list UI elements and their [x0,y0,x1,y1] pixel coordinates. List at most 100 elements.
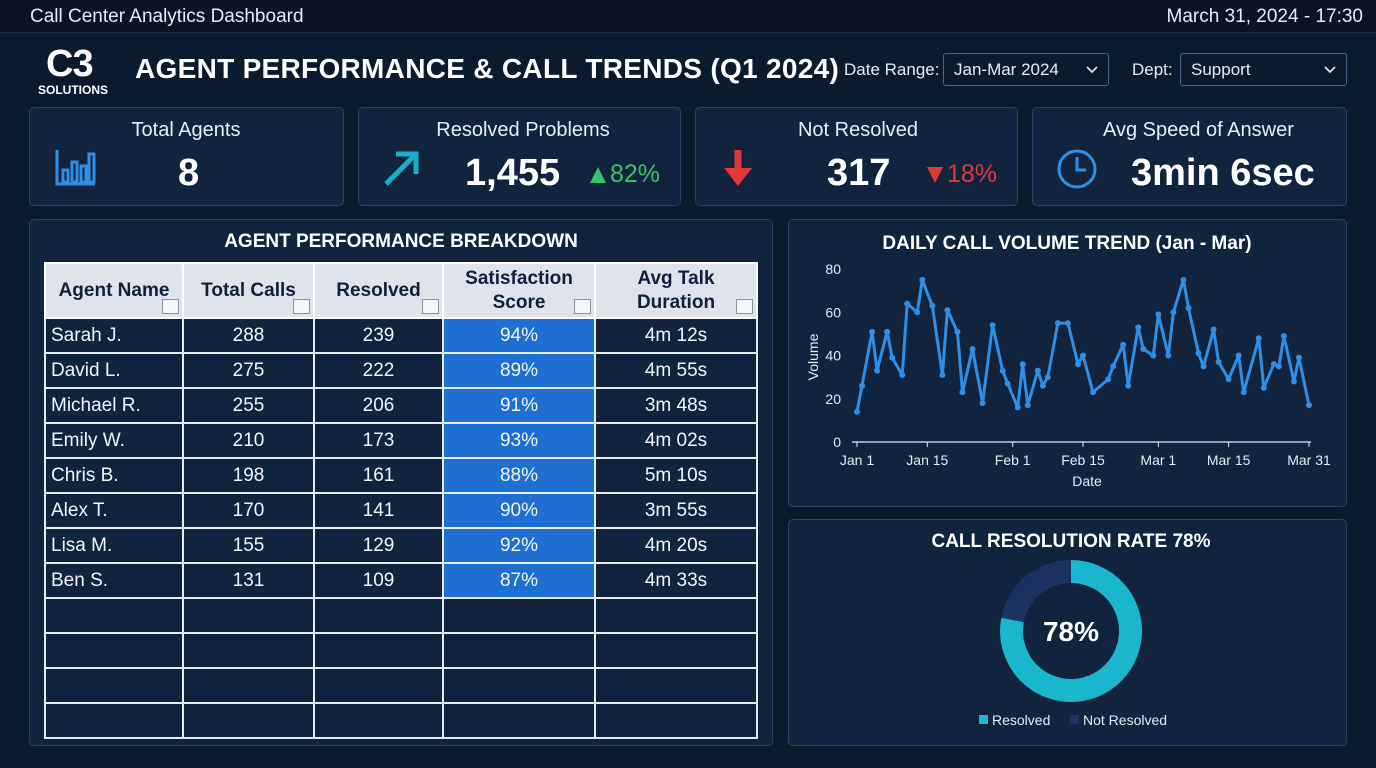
table-cell: 129 [313,527,444,564]
down-triangle [927,167,943,183]
table-cell: 4m 12s [594,317,758,354]
filter-button[interactable] [162,299,179,314]
kpi-change: 18% [947,160,998,188]
table-cell: 93% [442,422,596,459]
empty-cell [182,667,315,704]
empty-cell [44,597,184,634]
point [1039,382,1046,389]
point [1024,402,1031,409]
filter-button[interactable] [293,299,310,314]
table-cell: 109 [313,562,444,599]
filter-button[interactable] [574,299,591,314]
x-axis-label: Date [1072,473,1102,489]
column-title: Agent Name [58,279,170,301]
filter-button[interactable] [736,299,753,314]
dept-select[interactable]: Support [1180,53,1347,86]
table-cell: 4m 33s [594,562,758,599]
table-cell: 94% [442,317,596,354]
point [1019,361,1026,368]
column-title: Total Calls [201,279,296,301]
chart-title: CALL RESOLUTION RATE 78% [931,531,1210,552]
point [1200,363,1207,370]
point [869,328,876,335]
table-cell: 92% [442,527,596,564]
table-cell: 131 [182,562,315,599]
line-series [855,278,1311,412]
empty-row [44,667,758,704]
table-cell: 88% [442,457,596,494]
point [919,276,926,283]
table-cell: 206 [313,387,444,424]
column-header: Resolved [313,262,444,319]
chevron [1324,66,1336,74]
filter-button[interactable] [422,299,439,314]
table-row: Sarah J. 288 239 94% 4m 12s [44,317,758,354]
date-range-select[interactable]: Jan-Mar 2024 [943,53,1109,86]
kpi-label: Avg Speed of Answer [1103,119,1294,141]
point [1270,361,1277,368]
datetime: March 31, 2024 - 17:30 [1166,6,1363,27]
empty-cell [442,632,596,669]
point [1170,309,1177,316]
y-tick-label: 40 [825,348,841,364]
point [1044,374,1051,381]
table-row: Lisa M. 155 129 92% 4m 20s [44,527,758,564]
table-cell: 173 [313,422,444,459]
point [1260,384,1267,391]
point [1125,382,1132,389]
legend-swatch [1070,715,1079,724]
empty-row [44,632,758,669]
point [1014,404,1021,411]
point [1185,304,1192,311]
table-row: Chris B. 198 161 88% 5m 10s [44,457,758,494]
point [939,371,946,378]
point [1165,352,1172,359]
kpi-label: Total Agents [131,119,241,141]
point [1034,367,1041,374]
bar-icon [55,150,96,186]
empty-cell [313,702,444,739]
point [1074,361,1081,368]
empty-cell [44,702,184,739]
table-cell: 222 [313,352,444,389]
table-row: Alex T. 170 141 90% 3m 55s [44,492,758,529]
empty-cell [44,667,184,704]
point [1120,341,1127,348]
point [1064,320,1071,327]
empty-cell [313,632,444,669]
y-tick-label: 0 [833,434,841,450]
empty-cell [594,632,758,669]
y-axis-label: Volume [805,333,821,380]
table-cell: David L. [44,352,184,389]
table-cell: 161 [313,457,444,494]
logo-text: SOLUTIONS [38,83,109,97]
legend-label: Resolved [992,712,1050,728]
chart-title: DAILY CALL VOLUME TREND (Jan - Mar) [882,233,1251,254]
table-cell: 90% [442,492,596,529]
down-arrow-icon [724,150,752,186]
kpi-value: 317 [827,152,891,194]
table-title: AGENT PERFORMANCE BREAKDOWN [224,231,578,252]
table-cell: 5m 10s [594,457,758,494]
point [1240,389,1247,396]
table-cell: 239 [313,317,444,354]
table-cell: 210 [182,422,315,459]
filter-label: Dept: [1132,60,1173,79]
empty-row [44,597,758,634]
empty-cell [442,667,596,704]
up-arrow-icon [384,151,419,186]
point [1090,389,1097,396]
y-tick-label: 60 [825,304,841,320]
legend-swatch [979,715,988,724]
header-row: Agent Name Total Calls Resolved Satisfactio… [44,262,758,319]
agent-table: Agent Name Total Calls Resolved Satisfactio… [44,262,758,739]
point [979,400,986,407]
kpi-label: Not Resolved [797,119,919,141]
point [1135,324,1142,331]
clock-icon [1057,149,1097,189]
table-row: Michael R. 255 206 91% 3m 48s [44,387,758,424]
point [1195,350,1202,357]
table-cell: 141 [313,492,444,529]
